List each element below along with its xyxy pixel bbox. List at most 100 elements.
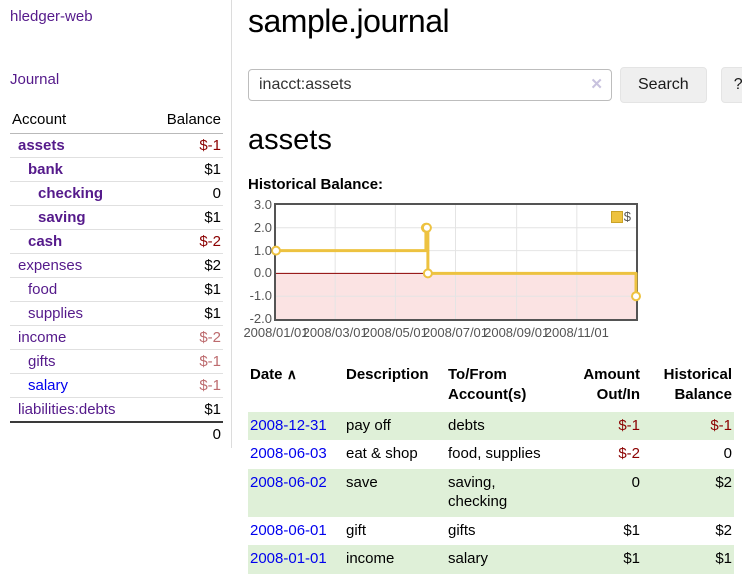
x-axis-labels: 2008/01/01 2008/03/01 2008/05/01 2008/07/01… bbox=[243, 321, 654, 343]
account-row: assets $-1 bbox=[10, 133, 223, 158]
y-axis-tick-label: -2.0 bbox=[249, 311, 272, 326]
account-row: bank $1 bbox=[10, 157, 223, 182]
transaction-description: income bbox=[346, 550, 395, 568]
account-balance: $-1 bbox=[147, 349, 223, 374]
transaction-amount: 0 bbox=[631, 474, 640, 491]
account-balance: $-1 bbox=[147, 133, 223, 158]
account-link-assets[interactable]: assets bbox=[18, 137, 65, 154]
account-balance: $1 bbox=[147, 397, 223, 423]
sort-ascending-icon: ∧ bbox=[286, 366, 297, 382]
transaction-balance: $2 bbox=[715, 474, 732, 491]
transaction-date-link[interactable]: 2008-06-03 bbox=[250, 445, 327, 463]
register-row: 2008-06-02 save saving, checking 0 $2 bbox=[248, 469, 734, 517]
account-link-supplies[interactable]: supplies bbox=[28, 305, 84, 322]
account-link-gifts[interactable]: gifts bbox=[28, 353, 56, 370]
transaction-balance: $2 bbox=[715, 521, 732, 539]
y-axis-tick-label: 3.0 bbox=[253, 197, 272, 212]
accounts-table: Account Balance assets $-1 bank $1 check… bbox=[10, 107, 223, 446]
header-historical-balance[interactable]: Historical Balance bbox=[663, 366, 732, 404]
account-link-bank[interactable]: bank bbox=[28, 161, 64, 178]
transaction-description: eat & shop bbox=[346, 445, 418, 463]
account-link-liabilities-debts[interactable]: liabilities:debts bbox=[18, 401, 116, 418]
account-link-expenses[interactable]: expenses bbox=[18, 257, 83, 274]
transaction-accounts: debts bbox=[448, 416, 485, 434]
account-balance: $-2 bbox=[147, 325, 223, 350]
sidebar-item-journal[interactable]: Journal bbox=[10, 71, 60, 88]
y-axis-tick-label: 2.0 bbox=[253, 219, 272, 235]
account-row: supplies $1 bbox=[10, 301, 223, 326]
search-input[interactable] bbox=[248, 69, 612, 101]
register-table: Date ∧ Description To/From Account(s) Am… bbox=[248, 361, 734, 574]
transaction-date-link[interactable]: 2008-12-31 bbox=[250, 416, 327, 434]
transaction-amount: $1 bbox=[623, 521, 640, 539]
legend-swatch-icon bbox=[610, 210, 623, 223]
accounts-header-row: Account Balance bbox=[10, 107, 223, 134]
register-row: 2008-06-03 eat & shop food, supplies $-2… bbox=[248, 440, 734, 469]
y-axis-tick-label: -1.0 bbox=[249, 288, 272, 304]
x-axis-tick-label: 2008/09/01 bbox=[484, 325, 550, 340]
page-title: sample.journal bbox=[248, 3, 450, 39]
account-link-checking[interactable]: checking bbox=[38, 185, 104, 202]
account-row: income $-2 bbox=[10, 325, 223, 350]
account-link-income[interactable]: income bbox=[18, 329, 67, 346]
register-row: 2008-06-01 gift gifts $1 $2 bbox=[248, 517, 734, 546]
transaction-date-link[interactable]: 2008-01-01 bbox=[250, 550, 327, 568]
account-link-salary[interactable]: salary bbox=[28, 377, 69, 394]
brand-link[interactable]: hledger-web bbox=[10, 8, 93, 25]
chart-title: Historical Balance: bbox=[248, 176, 384, 193]
help-button[interactable]: ? bbox=[720, 67, 742, 103]
x-axis-tick-label: 2008/03/01 bbox=[302, 325, 368, 340]
search-bar: ✕ Search ? bbox=[248, 67, 742, 103]
account-link-saving[interactable]: saving bbox=[38, 209, 86, 226]
account-link-cash[interactable]: cash bbox=[28, 233, 63, 250]
account-row: gifts $-1 bbox=[10, 349, 223, 374]
chart-legend: $ bbox=[610, 209, 631, 224]
transaction-description: save bbox=[346, 474, 378, 491]
chart-canvas bbox=[271, 205, 641, 319]
account-balance: $1 bbox=[147, 277, 223, 302]
legend-label: $ bbox=[623, 209, 631, 224]
chart-plot-area: $ 3.0 2.0 1.0 0.0 -1.0 -2.0 bbox=[250, 197, 641, 326]
transaction-accounts: saving, checking bbox=[448, 474, 508, 510]
account-row: food $1 bbox=[10, 277, 223, 302]
accounts-total-row: 0 bbox=[10, 421, 223, 446]
main-content: sample.journal ✕ Search ? assets Histori… bbox=[232, 0, 742, 574]
x-axis-tick-label: 2008/07/01 bbox=[422, 325, 489, 340]
x-axis-tick-label: 2008/01/01 bbox=[243, 325, 309, 340]
header-tofrom-accounts[interactable]: To/From Account(s) bbox=[448, 366, 527, 404]
transaction-balance: 0 bbox=[723, 445, 732, 463]
account-row: cash $-2 bbox=[10, 229, 223, 254]
account-balance: $2 bbox=[147, 253, 223, 278]
transaction-date-link[interactable]: 2008-06-01 bbox=[250, 521, 327, 539]
account-balance: $1 bbox=[147, 205, 223, 230]
account-link-food[interactable]: food bbox=[28, 281, 58, 298]
account-balance: 0 bbox=[147, 181, 223, 206]
transaction-balance: $-1 bbox=[710, 416, 732, 434]
y-axis-tick-label: 0.0 bbox=[253, 265, 272, 281]
header-amount-out-in[interactable]: Amount Out/In bbox=[583, 366, 640, 404]
transaction-amount: $-2 bbox=[618, 445, 640, 463]
account-row: salary $-1 bbox=[10, 373, 223, 398]
accounts-header-account: Account bbox=[10, 107, 148, 134]
accounts-header-balance: Balance bbox=[147, 107, 223, 134]
transaction-accounts: salary bbox=[448, 550, 489, 568]
register-row: 2008-12-31 pay off debts $-1 $-1 bbox=[248, 411, 734, 441]
account-balance: $-2 bbox=[147, 229, 223, 254]
header-date[interactable]: Date ∧ bbox=[250, 366, 297, 383]
balance-chart: $ 3.0 2.0 1.0 0.0 -1.0 -2.0 2008/01/01 2008/03… bbox=[243, 197, 654, 343]
header-description[interactable]: Description bbox=[346, 366, 429, 383]
sidebar: hledger-web Journal Account Balance asse… bbox=[0, 0, 232, 448]
account-row: liabilities:debts $1 bbox=[10, 397, 223, 423]
y-axis-tick-label: 1.0 bbox=[253, 242, 272, 258]
x-axis-tick-label: 2008/11/01 bbox=[544, 325, 609, 340]
transaction-date-link[interactable]: 2008-06-02 bbox=[250, 474, 327, 491]
account-row: expenses $2 bbox=[10, 253, 223, 278]
search-button[interactable]: Search bbox=[620, 67, 707, 103]
register-header-row: Date ∧ Description To/From Account(s) Am… bbox=[248, 361, 734, 412]
clear-search-icon[interactable]: ✕ bbox=[590, 76, 603, 93]
account-balance: $1 bbox=[147, 301, 223, 326]
register-row: 2008-01-01 income salary $1 $1 bbox=[248, 545, 734, 574]
transaction-accounts: food, supplies bbox=[448, 445, 541, 463]
transaction-accounts: gifts bbox=[448, 521, 476, 539]
